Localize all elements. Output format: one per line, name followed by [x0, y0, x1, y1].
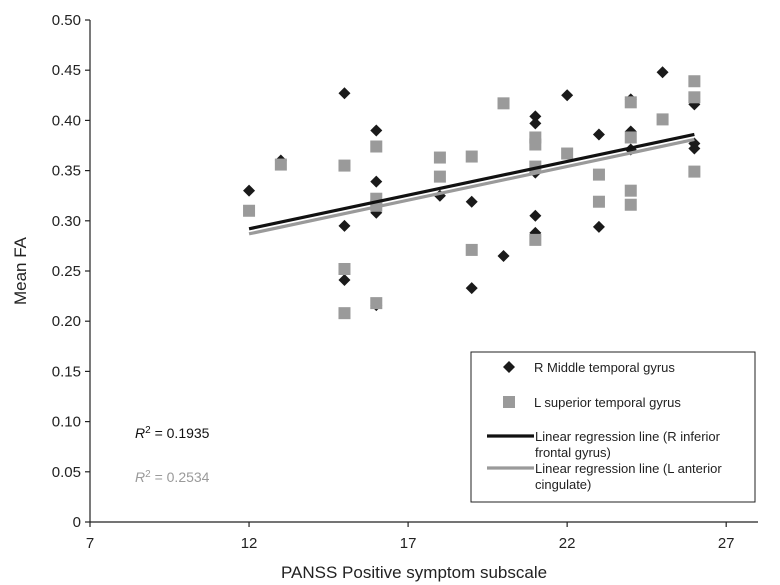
series-2-points [243, 75, 701, 320]
square-point [529, 233, 542, 246]
y-tick-label: 0.20 [52, 313, 81, 330]
diamond-point [529, 110, 542, 123]
r-squared-annotations: R2 = 0.1935 R2 = 0.2534 [135, 425, 210, 486]
y-tick-label: 0.15 [52, 363, 81, 380]
square-point [688, 165, 701, 178]
diamond-point [465, 195, 478, 208]
diamond-point [688, 142, 701, 155]
square-point [592, 195, 605, 208]
legend: R Middle temporal gyrus L superior tempor… [470, 351, 756, 503]
x-tick-label: 7 [86, 535, 94, 552]
diamond-point [370, 124, 383, 137]
y-tick-label: 0.10 [52, 414, 81, 431]
diamond-point [561, 89, 574, 102]
y-axis-title: Mean FA [11, 236, 30, 305]
r-squared-label: R2 = 0.1935 [135, 425, 210, 442]
legend-square-swatch [503, 396, 515, 408]
square-point [688, 91, 701, 104]
square-point [624, 96, 637, 109]
square-point [688, 75, 701, 88]
y-tick-label: 0.40 [52, 112, 81, 129]
square-point [624, 198, 637, 211]
legend-label: R Middle temporal gyrus [534, 360, 675, 375]
diamond-point [592, 220, 605, 233]
square-point [433, 170, 446, 183]
diamond-point [338, 87, 351, 100]
square-point [433, 151, 446, 164]
diamond-point [370, 175, 383, 188]
x-tick-label: 27 [718, 535, 735, 552]
diamond-point [656, 66, 669, 79]
data-marks [243, 66, 701, 320]
legend-label: L superior temporal gyrus [534, 395, 681, 410]
y-tick-label: 0.45 [52, 62, 81, 79]
square-point [274, 158, 287, 171]
y-tick-label: 0.35 [52, 163, 81, 180]
diamond-point [243, 184, 256, 197]
diamond-point [529, 209, 542, 222]
regression-line-1 [248, 132, 695, 231]
x-tick-label: 12 [241, 535, 258, 552]
square-point [465, 243, 478, 256]
y-tick-label: 0.30 [52, 213, 81, 230]
square-point [338, 262, 351, 275]
regression-line-2 [248, 137, 695, 236]
y-tick-label: 0 [73, 514, 81, 531]
square-point [465, 150, 478, 163]
x-axis-title: PANSS Positive symptom subscale [281, 563, 547, 582]
square-point [624, 131, 637, 144]
square-point [243, 204, 256, 217]
diamond-point [529, 117, 542, 130]
square-point [592, 168, 605, 181]
legend-box [470, 351, 756, 503]
axes: 0 0.05 0.10 0.15 0.20 0.25 0.30 0.35 0.40 0.45 0.5… [52, 12, 758, 552]
diamond-point [338, 274, 351, 287]
regression-lines [248, 132, 695, 236]
diamond-point [338, 219, 351, 232]
x-tick-label: 17 [400, 535, 417, 552]
legend-label: Linear regression line (L anterior cingul… [535, 461, 722, 492]
diamond-point [497, 249, 510, 262]
diamond-point [465, 282, 478, 295]
square-point [370, 140, 383, 153]
x-tick-label: 22 [559, 535, 576, 552]
y-tick-label: 0.25 [52, 263, 81, 280]
square-point [497, 97, 510, 110]
y-tick-label: 0.05 [52, 464, 81, 481]
square-point [624, 184, 637, 197]
diamond-point [592, 128, 605, 141]
square-point [338, 159, 351, 172]
square-point [338, 307, 351, 320]
y-tick-label: 0.50 [52, 12, 81, 29]
square-point [529, 138, 542, 151]
square-point [370, 297, 383, 310]
r-squared-label: R2 = 0.2534 [135, 469, 210, 486]
square-point [656, 113, 669, 126]
legend-diamond-swatch [503, 361, 515, 373]
legend-label: Linear regression line (R inferior fronta… [535, 429, 721, 460]
square-point [561, 147, 574, 160]
